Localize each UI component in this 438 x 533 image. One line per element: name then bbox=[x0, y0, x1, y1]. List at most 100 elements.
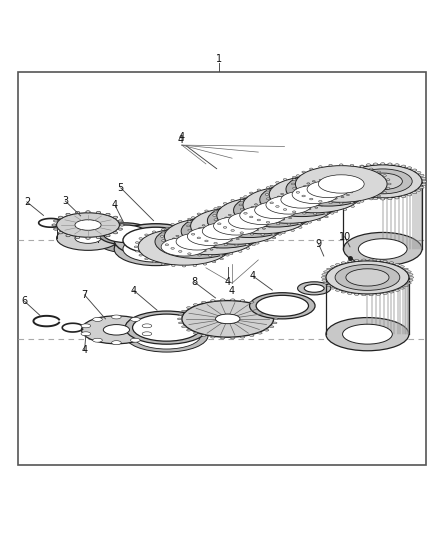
Ellipse shape bbox=[257, 236, 260, 237]
Ellipse shape bbox=[245, 206, 249, 208]
Ellipse shape bbox=[250, 335, 254, 336]
Ellipse shape bbox=[52, 224, 56, 226]
Ellipse shape bbox=[219, 244, 222, 245]
Ellipse shape bbox=[197, 237, 201, 239]
Ellipse shape bbox=[222, 240, 225, 241]
Ellipse shape bbox=[268, 214, 271, 215]
Ellipse shape bbox=[229, 251, 233, 252]
Ellipse shape bbox=[240, 200, 244, 201]
Ellipse shape bbox=[282, 232, 285, 233]
Ellipse shape bbox=[389, 262, 394, 263]
Ellipse shape bbox=[266, 196, 312, 214]
Ellipse shape bbox=[377, 171, 381, 173]
Ellipse shape bbox=[322, 273, 326, 276]
Ellipse shape bbox=[400, 266, 404, 268]
Ellipse shape bbox=[256, 229, 259, 231]
Ellipse shape bbox=[256, 208, 259, 209]
Ellipse shape bbox=[203, 263, 207, 265]
Ellipse shape bbox=[152, 231, 156, 233]
Ellipse shape bbox=[272, 220, 276, 221]
Ellipse shape bbox=[242, 225, 245, 226]
Ellipse shape bbox=[417, 189, 421, 191]
Ellipse shape bbox=[145, 234, 148, 236]
Ellipse shape bbox=[262, 228, 265, 229]
Ellipse shape bbox=[293, 188, 296, 189]
Ellipse shape bbox=[220, 241, 223, 243]
Ellipse shape bbox=[300, 189, 304, 191]
Ellipse shape bbox=[404, 285, 408, 287]
Ellipse shape bbox=[293, 176, 296, 178]
Ellipse shape bbox=[208, 216, 212, 218]
Ellipse shape bbox=[188, 229, 191, 231]
Ellipse shape bbox=[327, 198, 330, 200]
Ellipse shape bbox=[401, 196, 406, 198]
Ellipse shape bbox=[420, 187, 424, 189]
Ellipse shape bbox=[214, 210, 218, 212]
Ellipse shape bbox=[215, 247, 219, 248]
Ellipse shape bbox=[325, 216, 328, 218]
Ellipse shape bbox=[383, 191, 386, 193]
Ellipse shape bbox=[269, 326, 274, 328]
Ellipse shape bbox=[246, 247, 250, 249]
Text: 4: 4 bbox=[250, 271, 256, 281]
Ellipse shape bbox=[240, 232, 244, 233]
Ellipse shape bbox=[269, 310, 274, 312]
Ellipse shape bbox=[251, 206, 254, 208]
Ellipse shape bbox=[370, 198, 373, 200]
Ellipse shape bbox=[335, 264, 400, 290]
Ellipse shape bbox=[407, 282, 411, 284]
Ellipse shape bbox=[257, 219, 261, 221]
Ellipse shape bbox=[309, 215, 313, 216]
Ellipse shape bbox=[421, 177, 426, 180]
Ellipse shape bbox=[225, 217, 228, 219]
Ellipse shape bbox=[282, 221, 285, 222]
Ellipse shape bbox=[366, 197, 371, 199]
Ellipse shape bbox=[162, 231, 165, 233]
Ellipse shape bbox=[202, 223, 244, 239]
Ellipse shape bbox=[319, 198, 322, 199]
Ellipse shape bbox=[75, 220, 101, 230]
Ellipse shape bbox=[277, 202, 280, 204]
Ellipse shape bbox=[134, 246, 138, 248]
Ellipse shape bbox=[310, 198, 313, 200]
Ellipse shape bbox=[350, 202, 354, 204]
Ellipse shape bbox=[277, 196, 280, 197]
Ellipse shape bbox=[308, 210, 311, 212]
Ellipse shape bbox=[336, 264, 340, 265]
Ellipse shape bbox=[256, 211, 259, 212]
Ellipse shape bbox=[294, 215, 297, 216]
Ellipse shape bbox=[276, 185, 280, 187]
Ellipse shape bbox=[325, 199, 328, 200]
Ellipse shape bbox=[230, 240, 233, 241]
Ellipse shape bbox=[245, 228, 248, 229]
Ellipse shape bbox=[178, 314, 183, 316]
Ellipse shape bbox=[369, 294, 373, 296]
Ellipse shape bbox=[274, 219, 277, 221]
Ellipse shape bbox=[377, 195, 381, 197]
Ellipse shape bbox=[349, 169, 353, 171]
Ellipse shape bbox=[81, 324, 91, 328]
Ellipse shape bbox=[197, 213, 201, 215]
Ellipse shape bbox=[260, 217, 263, 219]
Ellipse shape bbox=[281, 191, 323, 208]
Ellipse shape bbox=[272, 196, 275, 198]
Text: 5: 5 bbox=[118, 183, 124, 193]
Ellipse shape bbox=[187, 329, 191, 331]
Ellipse shape bbox=[182, 227, 186, 229]
Ellipse shape bbox=[293, 208, 296, 209]
Ellipse shape bbox=[370, 168, 373, 170]
Ellipse shape bbox=[261, 234, 265, 236]
Ellipse shape bbox=[172, 227, 175, 229]
Ellipse shape bbox=[363, 173, 403, 190]
Ellipse shape bbox=[381, 163, 385, 165]
Ellipse shape bbox=[133, 322, 201, 349]
Text: 2: 2 bbox=[24, 197, 30, 207]
Ellipse shape bbox=[404, 268, 408, 270]
Ellipse shape bbox=[339, 203, 343, 204]
Ellipse shape bbox=[276, 223, 280, 224]
Ellipse shape bbox=[302, 171, 305, 173]
Ellipse shape bbox=[240, 206, 286, 224]
Ellipse shape bbox=[93, 338, 102, 342]
Ellipse shape bbox=[297, 213, 300, 214]
Ellipse shape bbox=[125, 319, 208, 352]
